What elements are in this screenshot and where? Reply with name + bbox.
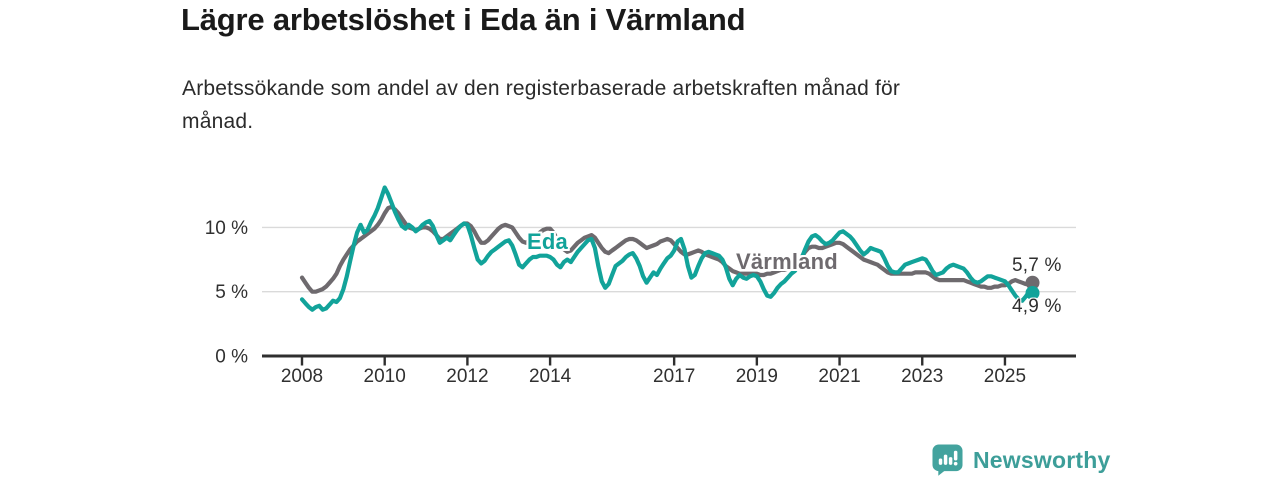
end-dot-värmland xyxy=(1025,275,1040,290)
series-line-eda xyxy=(299,185,1035,312)
subtitle-line-2: månad. xyxy=(182,110,254,133)
series-label-varmland: Värmland xyxy=(736,249,838,274)
end-dot-eda xyxy=(1025,285,1040,300)
subtitle-line-1: Arbetssökande som andel av den registerb… xyxy=(182,77,901,100)
y-tick-label: 0 % xyxy=(215,347,248,368)
series-line-värmland xyxy=(299,204,1035,294)
x-tick-label: 2019 xyxy=(736,366,778,387)
end-value-varmland: 5,7 % xyxy=(1012,255,1062,276)
x-tick-label: 2025 xyxy=(984,366,1026,387)
chart-title: Lägre arbetslöshet i Eda än i Värmland xyxy=(181,2,746,37)
end-value-eda: 4,9 % xyxy=(1012,296,1062,317)
x-tick-label: 2017 xyxy=(653,366,695,387)
y-tick-label: 5 % xyxy=(215,282,248,303)
x-tick-label: 2010 xyxy=(364,366,406,387)
x-tick-label: 2014 xyxy=(529,366,572,387)
x-tick-label: 2012 xyxy=(446,366,488,387)
x-tick-label: 2023 xyxy=(901,366,943,387)
newsworthy-logo-icon xyxy=(932,444,963,476)
x-tick-label: 2008 xyxy=(281,366,323,387)
series-label-eda: Eda xyxy=(527,229,568,254)
newsworthy-wordmark: Newsworthy xyxy=(973,446,1111,473)
y-tick-label: 10 % xyxy=(205,218,248,239)
chart-subtitle: Arbetssökande som andel av den registerb… xyxy=(182,72,900,138)
x-tick-label: 2021 xyxy=(818,366,860,387)
newsworthy-branding: Newsworthy xyxy=(932,444,1110,476)
